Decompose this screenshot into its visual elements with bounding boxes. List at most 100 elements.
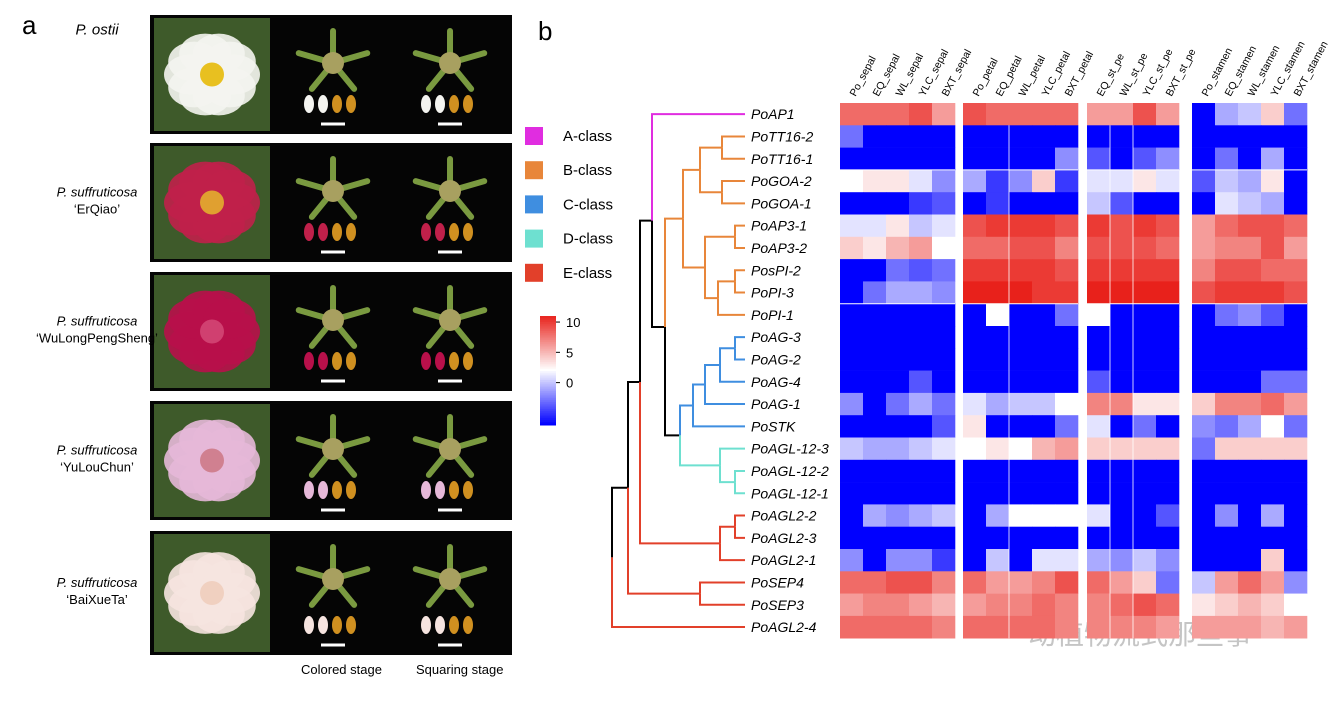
- legend-label: D-class: [563, 231, 613, 248]
- heat-cell: [1238, 549, 1261, 572]
- heat-cell: [1215, 504, 1238, 527]
- organ: [449, 616, 459, 634]
- heat-cell: [1261, 304, 1284, 327]
- heat-cell: [1110, 594, 1133, 617]
- heat-cell: [1133, 482, 1156, 505]
- heat-cell: [932, 482, 955, 505]
- tree-branch: [700, 582, 745, 593]
- heat-cell: [840, 415, 863, 438]
- heat-cell: [1110, 348, 1133, 371]
- heat-cell: [1133, 393, 1156, 416]
- heat-cell: [1110, 527, 1133, 550]
- heat-cell: [1215, 438, 1238, 461]
- colorbar-tick-label: 10: [566, 315, 580, 330]
- heat-cell: [1284, 482, 1307, 505]
- heat-cell: [963, 482, 986, 505]
- heat-cell: [1032, 215, 1055, 238]
- gene-label: PoAG-1: [751, 396, 801, 412]
- heat-cell: [886, 571, 909, 594]
- organ: [318, 223, 328, 241]
- heat-cell: [986, 326, 1009, 349]
- tree-branch: [720, 449, 745, 466]
- heat-cell: [1215, 527, 1238, 550]
- heat-cell: [1284, 125, 1307, 148]
- heat-cell: [1009, 393, 1032, 416]
- heat-cell: [1032, 281, 1055, 304]
- heat-cell: [1215, 616, 1238, 639]
- heat-cell: [986, 594, 1009, 617]
- heat-cell: [963, 616, 986, 639]
- organ: [463, 95, 473, 113]
- heat-cell: [909, 594, 932, 617]
- heat-cell: [1110, 148, 1133, 171]
- heat-cell: [986, 304, 1009, 327]
- heat-cell: [909, 371, 932, 394]
- heat-cell: [909, 438, 932, 461]
- heat-cell: [1215, 192, 1238, 215]
- gene-label: PoAGL-12-3: [751, 441, 829, 457]
- heat-cell: [1156, 281, 1179, 304]
- heat-cell: [886, 237, 909, 260]
- gene-label: PoAG-4: [751, 374, 801, 390]
- heat-cell: [1215, 170, 1238, 193]
- heat-cell: [1284, 415, 1307, 438]
- heat-cell: [1110, 192, 1133, 215]
- tree-branch: [612, 557, 745, 627]
- heat-cell: [1133, 348, 1156, 371]
- tree-branch: [735, 527, 745, 538]
- tree-branch: [680, 405, 693, 435]
- heat-cell: [840, 281, 863, 304]
- heat-cell: [863, 438, 886, 461]
- heat-cell: [963, 148, 986, 171]
- heat-cell: [963, 348, 986, 371]
- gene-label: PoSTK: [751, 418, 796, 434]
- flower-center: [200, 63, 224, 87]
- heat-cell: [986, 504, 1009, 527]
- heat-cell: [1192, 460, 1215, 483]
- flower-center: [200, 449, 224, 473]
- heat-cell: [1009, 259, 1032, 282]
- heat-cell: [1133, 549, 1156, 572]
- heat-cell: [1215, 215, 1238, 238]
- heat-cell: [840, 393, 863, 416]
- heat-cell: [963, 371, 986, 394]
- species-name: P. suffruticosa: [57, 314, 138, 329]
- heat-cell: [1238, 125, 1261, 148]
- heat-cell: [886, 371, 909, 394]
- heat-cell: [1261, 192, 1284, 215]
- bud: [322, 52, 344, 74]
- heat-cell: [1284, 371, 1307, 394]
- flower-center: [200, 320, 224, 344]
- organ: [332, 616, 342, 634]
- organ: [332, 95, 342, 113]
- heat-cell: [1009, 594, 1032, 617]
- heat-cell: [886, 125, 909, 148]
- heat-cell: [1009, 616, 1032, 639]
- heat-cell: [1087, 393, 1110, 416]
- heat-cell: [1215, 415, 1238, 438]
- heat-cell: [863, 192, 886, 215]
- heat-cell: [1192, 326, 1215, 349]
- cultivar-name: ‘YuLouChun’: [60, 460, 134, 475]
- heat-cell: [1009, 504, 1032, 527]
- heat-cell: [1215, 103, 1238, 126]
- heat-cell: [1238, 415, 1261, 438]
- tree-branch: [683, 170, 700, 219]
- heat-cell: [1284, 571, 1307, 594]
- heat-cell: [886, 482, 909, 505]
- heat-cell: [1192, 571, 1215, 594]
- heat-cell: [840, 616, 863, 639]
- heat-cell: [1215, 571, 1238, 594]
- heat-cell: [963, 281, 986, 304]
- organ: [332, 481, 342, 499]
- heat-cell: [1087, 594, 1110, 617]
- tree-branch: [722, 136, 745, 147]
- heat-cell: [932, 371, 955, 394]
- organ: [346, 616, 356, 634]
- heat-cell: [863, 616, 886, 639]
- heat-cell: [1087, 103, 1110, 126]
- heat-cell: [932, 415, 955, 438]
- heat-cell: [986, 460, 1009, 483]
- organ: [304, 616, 314, 634]
- heat-cell: [1110, 215, 1133, 238]
